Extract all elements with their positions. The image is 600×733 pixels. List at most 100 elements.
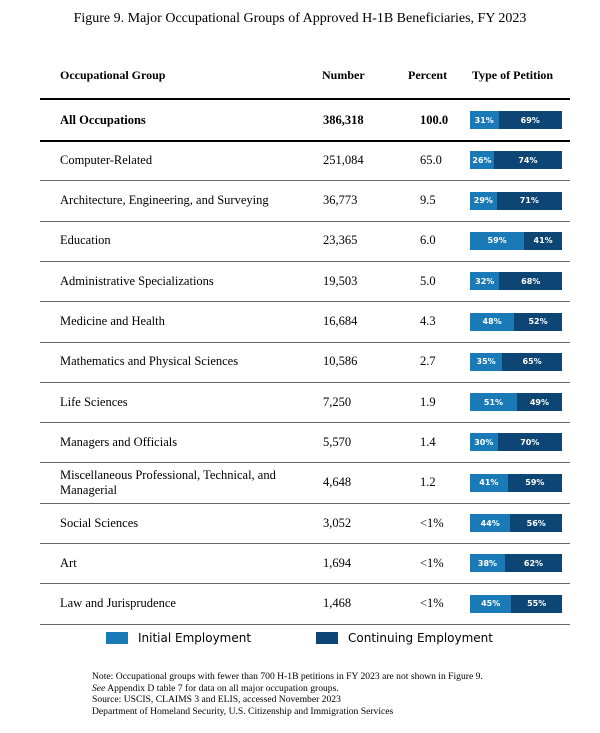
bar-segment-continuing: 70% — [497, 433, 562, 452]
table-row: Computer-Related 251,084 65.0 26% 74% — [40, 140, 570, 182]
table-row: Administrative Specializations 19,503 5.0 3… — [40, 261, 570, 303]
petition-type-bar: 29% 71% — [470, 191, 562, 210]
header-occupational-group: Occupational Group — [60, 68, 166, 82]
bar-segment-continuing: 59% — [507, 473, 562, 492]
petition-type-bar: 35% 65% — [470, 352, 562, 371]
cell-occupational-group: Art — [60, 555, 77, 570]
cell-number: 386,318 — [323, 112, 364, 127]
cell-occupational-group: Education — [60, 233, 111, 248]
note-source: Source: USCIS, CLAIMS 3 and ELIS, access… — [92, 694, 341, 705]
header-number: Number — [322, 68, 365, 82]
cell-occupational-group: Medicine and Health — [60, 314, 165, 328]
cell-percent: 2.7 — [420, 354, 436, 369]
table-row: Architecture, Engineering, and Surveying… — [40, 181, 570, 222]
table-row: Mathematics and Physical Sciences 10,586 2… — [40, 342, 570, 383]
table-row: Law and Jurisprudence 1,468 <1% 45% 55% — [40, 584, 570, 625]
legend-initial-swatch — [106, 632, 128, 644]
petition-type-bar: 31% 69% — [470, 111, 562, 129]
cell-number: 23,365 — [323, 233, 358, 248]
bar-segment-initial: 29% — [470, 191, 497, 210]
cell-occupational-group: Computer-Related — [60, 152, 153, 167]
note-see: See — [92, 682, 106, 694]
cell-number: 1,468 — [323, 596, 352, 611]
bar-segment-initial: 41% — [470, 473, 508, 492]
bar-segment-initial: 51% — [470, 393, 517, 412]
cell-number: 10,586 — [323, 354, 358, 369]
cell-percent: 1.2 — [420, 475, 436, 490]
cell-occupational-group: All Occupations — [60, 112, 146, 127]
bar-segment-continuing: 65% — [502, 352, 562, 371]
bar-segment-initial: 26% — [470, 151, 494, 170]
cell-occupational-group: Managers and Officials — [60, 434, 178, 449]
petition-type-bar: 38% 62% — [470, 554, 562, 573]
cell-number: 1,694 — [323, 555, 352, 570]
cell-percent: <1% — [420, 515, 444, 530]
cell-occupational-group: Miscellaneous Professional, Technical, a… — [60, 467, 276, 497]
cell-occupational-group: Social Sciences — [60, 515, 139, 530]
petition-type-bar: 45% 55% — [470, 594, 562, 613]
petition-type-bar: 26% 74% — [470, 151, 562, 170]
bar-segment-initial: 35% — [470, 352, 503, 371]
cell-number: 4,648 — [323, 475, 352, 490]
cell-number: 36,773 — [323, 193, 358, 208]
cell-percent: 100.0 — [420, 112, 449, 127]
cell-occupational-group: Architecture, Engineering, and Surveying — [60, 193, 269, 208]
petition-type-bar: 41% 59% — [470, 473, 562, 492]
table-row: All Occupations 386,318 100.0 31% 69% — [40, 100, 570, 142]
cell-percent: 65.0 — [420, 152, 442, 167]
legend-continuing-swatch — [316, 632, 338, 644]
legend-continuing: Continuing Employment — [316, 631, 493, 645]
petition-type-bar: 44% 56% — [470, 514, 562, 532]
petition-type-bar: 30% 70% — [470, 433, 562, 452]
bar-segment-continuing: 55% — [511, 594, 562, 613]
cell-number: 19,503 — [323, 273, 358, 288]
bar-segment-continuing: 49% — [516, 393, 562, 412]
note-line-2: See Appendix D table 7 for data on all m… — [92, 683, 483, 695]
cell-occupational-group: Life Sciences — [60, 394, 128, 409]
cell-occupational-group: Administrative Specializations — [60, 273, 214, 288]
cell-number: 7,250 — [323, 394, 352, 409]
bar-segment-initial: 30% — [470, 433, 498, 452]
figure-title: Figure 9. Major Occupational Groups of A… — [73, 11, 527, 26]
bar-segment-continuing: 52% — [514, 312, 562, 331]
cell-percent: 1.9 — [420, 394, 436, 409]
bar-segment-initial: 44% — [470, 514, 511, 532]
legend-initial-label: Initial Employment — [138, 631, 252, 645]
cell-percent: 1.4 — [420, 434, 436, 449]
bar-segment-initial: 31% — [470, 111, 499, 129]
note-line-1: Note: Occupational groups with fewer tha… — [92, 671, 483, 682]
header-percent: Percent — [408, 68, 448, 82]
cell-number: 3,052 — [323, 515, 352, 530]
table-row: Medicine and Health 16,684 4.3 48% 52% — [40, 302, 570, 343]
header-type-of-petition: Type of Petition — [472, 68, 554, 82]
note-line-2-rest: Appendix D table 7 for data on all major… — [105, 682, 339, 694]
cell-percent: 9.5 — [420, 193, 436, 208]
cell-number: 16,684 — [323, 314, 358, 328]
petition-type-bar: 48% 52% — [470, 312, 562, 331]
cell-number: 251,084 — [323, 152, 364, 167]
note-department: Department of Homeland Security, U.S. Ci… — [92, 705, 394, 717]
cell-percent: 6.0 — [420, 233, 436, 248]
table-top-rule — [40, 98, 570, 100]
bar-segment-initial: 38% — [470, 554, 505, 573]
bar-segment-continuing: 62% — [504, 554, 562, 573]
legend-initial: Initial Employment — [106, 631, 251, 645]
cell-occupational-group: Law and Jurisprudence — [60, 596, 176, 611]
bar-segment-continuing: 74% — [493, 151, 562, 170]
table-row: Social Sciences 3,052 <1% 44% 56% — [40, 503, 570, 544]
bar-segment-initial: 48% — [470, 312, 515, 331]
petition-type-bar: 51% 49% — [470, 393, 562, 412]
legend-continuing-label: Continuing Employment — [348, 631, 493, 645]
bar-segment-initial: 32% — [470, 272, 500, 291]
bar-segment-continuing: 41% — [524, 231, 562, 250]
bar-segment-continuing: 71% — [496, 191, 562, 210]
cell-percent: <1% — [420, 596, 444, 611]
bar-segment-initial: 45% — [470, 594, 512, 613]
cell-percent: <1% — [420, 555, 444, 570]
petition-type-bar: 59% 41% — [470, 231, 562, 250]
table-row: Miscellaneous Professional, Technical, a… — [40, 463, 570, 504]
bar-segment-initial: 59% — [470, 231, 525, 250]
table-row: Education 23,365 6.0 59% 41% — [40, 221, 570, 262]
cell-number: 5,570 — [323, 434, 352, 449]
bar-segment-continuing: 56% — [510, 514, 562, 532]
